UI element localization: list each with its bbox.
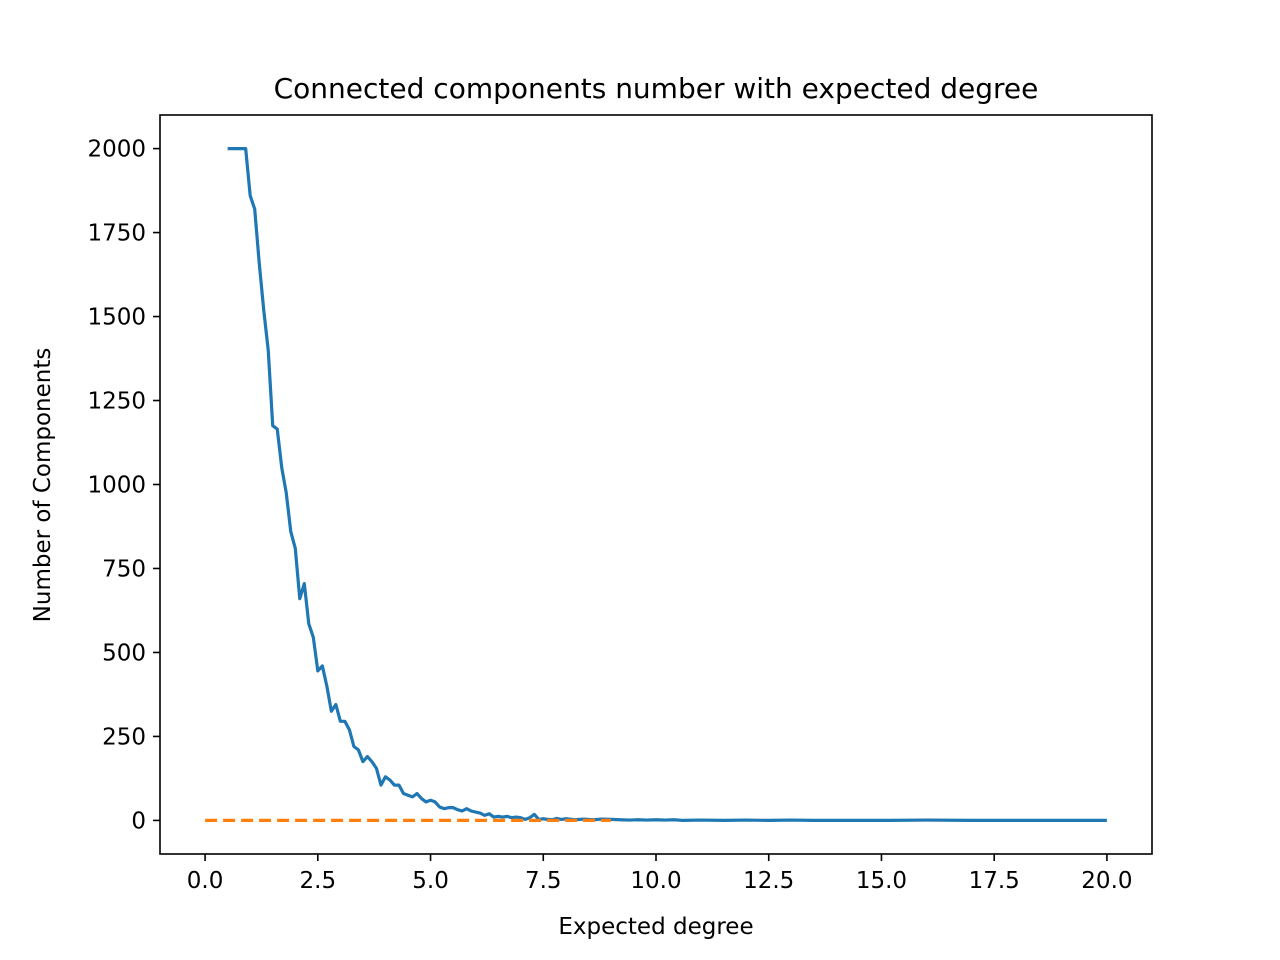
y-tick-label: 0 bbox=[131, 808, 146, 834]
y-tick-label: 1250 bbox=[87, 389, 146, 415]
x-axis-ticks: 0.0 2.5 5.0 7.5 10.0 12.5 15.0 17.5 20.0 bbox=[187, 854, 1133, 894]
x-tick-label: 2.5 bbox=[300, 868, 337, 894]
y-tick-label: 1000 bbox=[87, 473, 146, 499]
chart-title: Connected components number with expecte… bbox=[274, 72, 1039, 105]
series-line-1 bbox=[227, 146, 1107, 823]
y-axis-label: Number of Components bbox=[30, 348, 56, 623]
x-tick-label: 5.0 bbox=[412, 868, 449, 894]
y-tick-label: 750 bbox=[102, 556, 146, 582]
y-tick-label: 500 bbox=[102, 640, 146, 666]
x-axis-label: Expected degree bbox=[558, 914, 753, 940]
x-tick-label: 10.0 bbox=[630, 868, 681, 894]
y-tick-label: 1750 bbox=[87, 221, 146, 247]
y-tick-label: 1500 bbox=[87, 305, 146, 331]
x-tick-label: 7.5 bbox=[525, 868, 562, 894]
y-axis-ticks: 0 250 500 750 1000 1250 1500 1750 2000 bbox=[87, 137, 160, 834]
series-layer bbox=[205, 146, 1107, 823]
x-tick-label: 15.0 bbox=[856, 868, 907, 894]
y-tick-label: 2000 bbox=[87, 137, 146, 163]
x-tick-label: 17.5 bbox=[969, 868, 1020, 894]
x-tick-label: 0.0 bbox=[187, 868, 224, 894]
y-tick-label: 250 bbox=[102, 724, 146, 750]
x-tick-label: 20.0 bbox=[1081, 868, 1132, 894]
x-tick-label: 12.5 bbox=[743, 868, 794, 894]
